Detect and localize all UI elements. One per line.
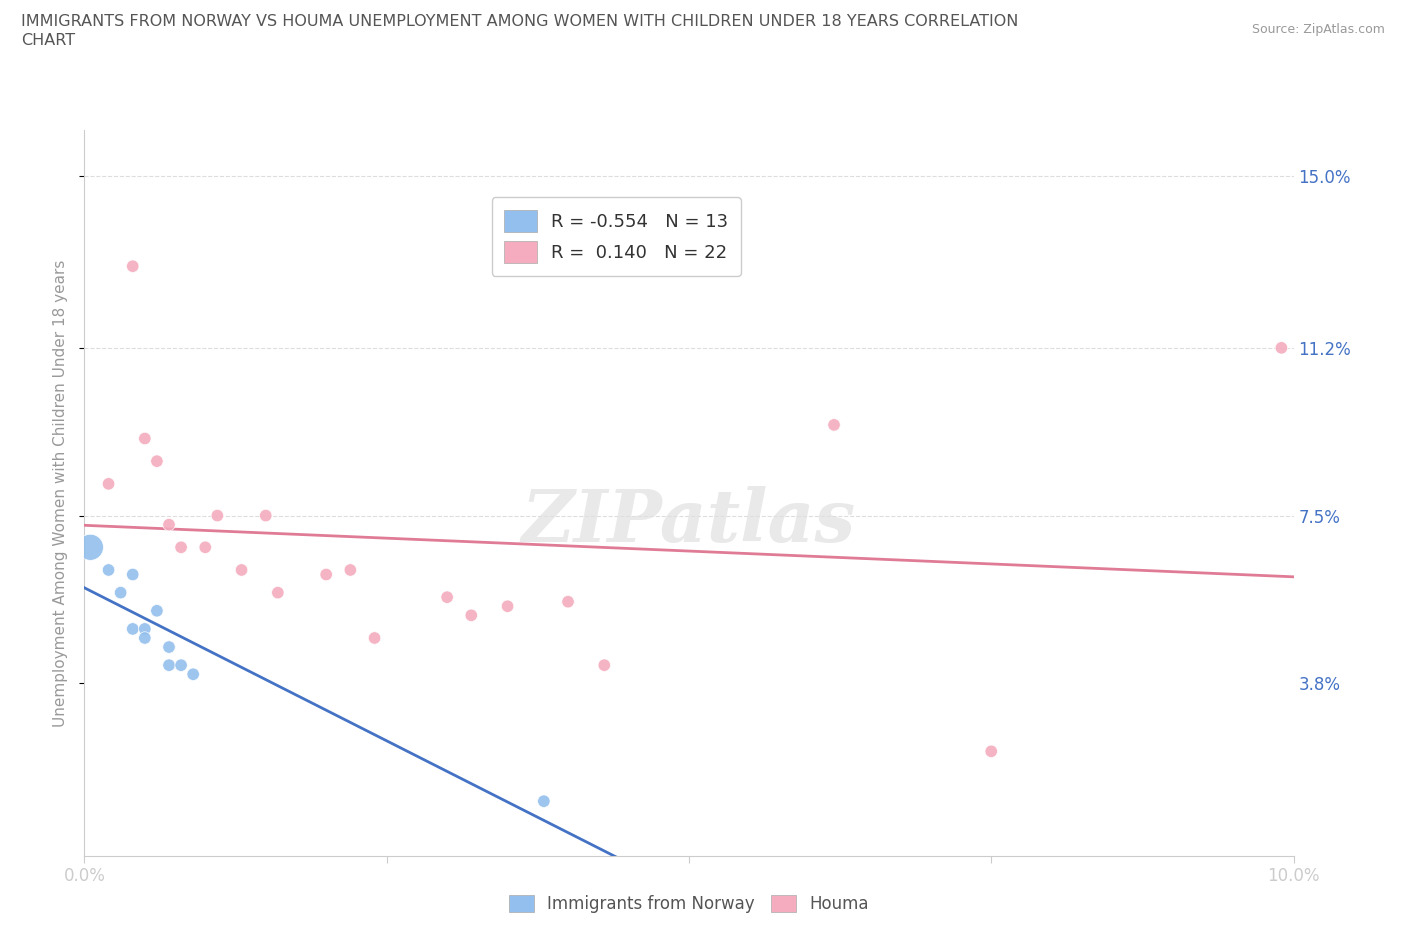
Point — [533, 794, 555, 809]
Point — [170, 539, 193, 554]
Text: Source: ZipAtlas.com: Source: ZipAtlas.com — [1251, 23, 1385, 36]
Point — [121, 621, 143, 636]
Point — [363, 631, 385, 645]
Point — [496, 599, 519, 614]
Point — [146, 604, 169, 618]
Point — [231, 563, 253, 578]
Point — [436, 590, 458, 604]
Point — [157, 658, 180, 672]
Point — [134, 432, 156, 446]
Point — [267, 585, 290, 600]
Point — [460, 608, 482, 623]
Point — [207, 508, 229, 523]
Point — [315, 567, 337, 582]
Point — [1270, 340, 1292, 355]
Point — [97, 563, 120, 578]
Point — [980, 744, 1002, 759]
Point — [146, 454, 169, 469]
Point — [170, 658, 193, 672]
Point — [181, 667, 204, 682]
Point — [157, 517, 180, 532]
Point — [97, 476, 120, 491]
Point — [79, 539, 101, 554]
Text: ZIPatlas: ZIPatlas — [522, 486, 856, 557]
Point — [254, 508, 277, 523]
Point — [593, 658, 616, 672]
Point — [134, 621, 156, 636]
Point — [194, 539, 217, 554]
Text: IMMIGRANTS FROM NORWAY VS HOUMA UNEMPLOYMENT AMONG WOMEN WITH CHILDREN UNDER 18 : IMMIGRANTS FROM NORWAY VS HOUMA UNEMPLOY… — [21, 14, 1018, 29]
Point — [157, 640, 180, 655]
Point — [339, 563, 361, 578]
Y-axis label: Unemployment Among Women with Children Under 18 years: Unemployment Among Women with Children U… — [53, 259, 69, 726]
Point — [110, 585, 132, 600]
Legend: Immigrants from Norway, Houma: Immigrants from Norway, Houma — [502, 888, 876, 920]
Text: CHART: CHART — [21, 33, 75, 47]
Point — [134, 631, 156, 645]
Point — [121, 259, 143, 273]
Point — [121, 567, 143, 582]
Point — [823, 418, 845, 432]
Point — [557, 594, 579, 609]
